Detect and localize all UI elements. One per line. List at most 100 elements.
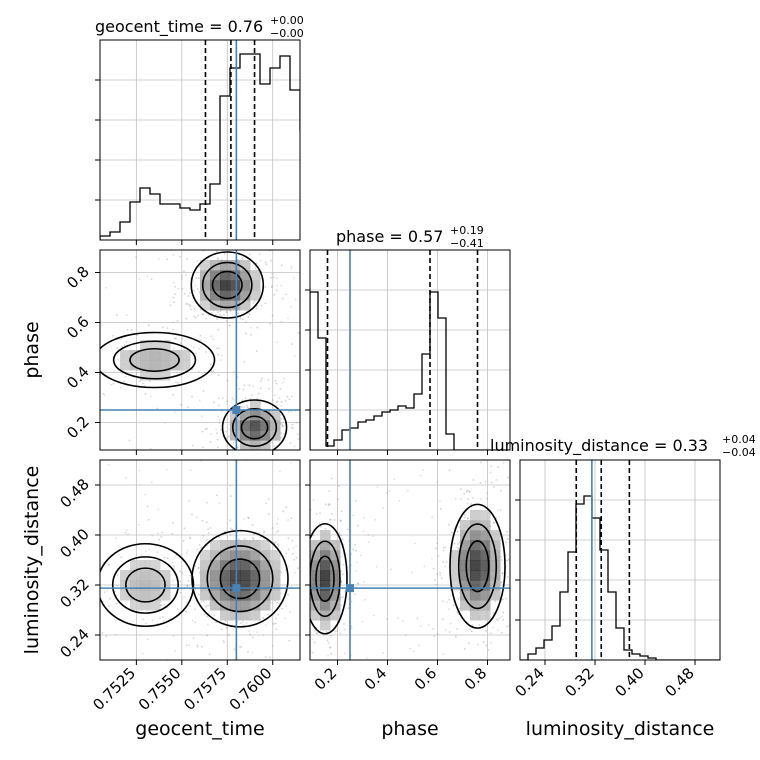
sample-point	[367, 541, 370, 543]
sample-point	[506, 576, 509, 578]
sample-point	[269, 259, 272, 262]
sample-point	[146, 638, 149, 641]
density-cell	[480, 550, 491, 561]
sample-point	[112, 334, 114, 337]
sample-point	[250, 333, 252, 336]
sample-point	[315, 513, 318, 515]
sample-point	[196, 644, 199, 647]
sample-point	[301, 538, 303, 540]
sample-point	[120, 386, 123, 389]
sample-point	[138, 380, 141, 383]
sample-point	[432, 627, 435, 630]
sample-point	[277, 543, 279, 546]
sample-point	[496, 619, 499, 622]
density-cell	[240, 300, 251, 311]
sample-point	[251, 636, 254, 639]
density-cell	[230, 280, 241, 291]
sample-point	[288, 457, 290, 459]
sample-point	[431, 557, 433, 560]
sample-point	[301, 596, 303, 598]
sample-point	[305, 591, 307, 593]
contour-line	[206, 545, 274, 613]
sample-point	[413, 650, 415, 653]
sample-point	[281, 425, 284, 428]
sample-point	[302, 608, 304, 610]
sample-point	[183, 292, 186, 295]
sample-point	[436, 480, 439, 483]
sample-point	[319, 512, 321, 515]
sample-point	[282, 510, 285, 513]
sample-point	[224, 620, 227, 623]
sample-point	[393, 478, 396, 481]
sample-point	[303, 579, 305, 581]
sample-point	[150, 481, 153, 484]
hist-panel-luminosity-distance: 0.24 0.32 0.40 0.48	[511, 459, 721, 700]
sample-point	[191, 395, 193, 398]
sample-point	[260, 536, 263, 539]
sample-point	[311, 651, 314, 654]
density-cell	[160, 350, 171, 361]
sample-point	[88, 642, 90, 644]
density-cell	[470, 600, 481, 611]
sample-point	[166, 557, 169, 560]
sample-point	[258, 253, 261, 256]
sample-point	[261, 461, 263, 463]
sample-point	[240, 406, 243, 409]
density-cell	[150, 590, 161, 601]
y-tick-label: 0.6	[63, 313, 93, 343]
sample-point	[254, 267, 257, 270]
sample-point	[223, 641, 225, 644]
sample-point	[290, 589, 292, 591]
sample-point	[327, 642, 330, 644]
density-cell	[230, 300, 241, 311]
sample-point	[467, 498, 469, 501]
density-cell	[250, 550, 261, 561]
density-cell	[140, 340, 151, 351]
x-tick-label: 0.40	[611, 664, 647, 700]
sample-point	[419, 625, 422, 628]
density-cell	[180, 350, 191, 361]
sample-point	[247, 650, 249, 653]
sample-point	[397, 617, 399, 620]
sample-point	[333, 519, 336, 521]
contour-line	[100, 542, 195, 628]
density-cell	[150, 340, 161, 351]
scatter-panel-geocent-time-vs-phase: 0.2 0.4 0.6 0.8	[63, 243, 301, 463]
sample-point	[166, 258, 169, 261]
sample-point	[271, 399, 274, 402]
sample-point	[463, 648, 466, 650]
sample-point	[472, 497, 475, 499]
density-cell	[230, 560, 241, 571]
sample-point	[186, 584, 189, 587]
sample-point	[172, 521, 174, 524]
sample-point	[501, 631, 503, 634]
sample-point	[507, 476, 509, 479]
sample-point	[264, 261, 267, 264]
sample-point	[339, 534, 342, 537]
density-cell	[230, 610, 241, 621]
density-cell	[210, 590, 221, 601]
sample-point	[499, 489, 502, 492]
sample-point	[512, 586, 514, 588]
sample-point	[357, 582, 360, 585]
x-tick-label: 0.7550	[135, 664, 185, 714]
sample-point	[125, 529, 128, 532]
sample-point	[290, 395, 293, 398]
y-tick-label: 0.4	[63, 363, 93, 393]
density-cell	[260, 540, 271, 551]
contour-line	[111, 556, 179, 614]
sample-point	[272, 276, 275, 279]
sample-point	[500, 558, 503, 561]
xlabel-phase: phase	[381, 718, 438, 740]
sample-point	[515, 653, 517, 655]
density-cell	[310, 570, 321, 581]
sample-point	[224, 244, 226, 246]
sample-point	[463, 492, 465, 495]
sample-point	[329, 646, 332, 649]
sample-point	[417, 644, 420, 647]
density-cell	[470, 530, 481, 541]
sample-point	[215, 243, 217, 245]
y-tick-label: 0.8	[63, 263, 93, 293]
sample-point	[478, 624, 481, 626]
sample-point	[338, 485, 341, 488]
